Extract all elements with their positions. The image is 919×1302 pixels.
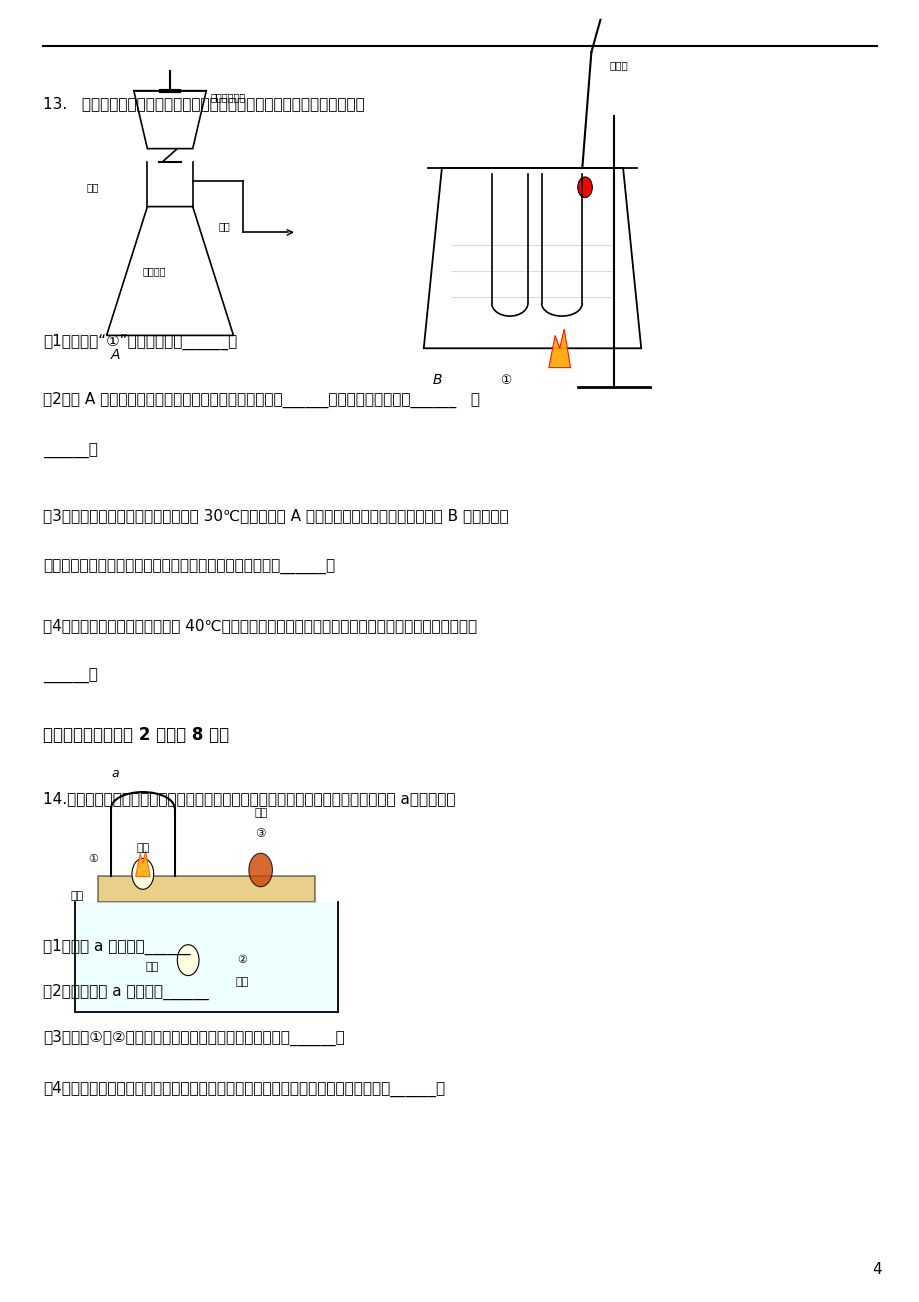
Text: 三、实验探究题（共 2 题；共 8 分）: 三、实验探究题（共 2 题；共 8 分） xyxy=(43,725,229,743)
Text: ①: ① xyxy=(499,374,510,387)
Text: （3）当烧杯内的水受热，温度计显示 30℃时，打开图 A 中分液漏斗的玻璃塞和活塞，在图 B 中盛有水的: （3）当烧杯内的水受热，温度计显示 30℃时，打开图 A 中分液漏斗的玻璃塞和活… xyxy=(43,508,508,523)
Polygon shape xyxy=(97,876,314,902)
Bar xyxy=(74,902,337,1012)
Circle shape xyxy=(131,858,153,889)
Text: a: a xyxy=(112,767,119,780)
Polygon shape xyxy=(549,329,570,367)
Circle shape xyxy=(249,853,272,887)
Text: ②: ② xyxy=(237,956,247,965)
Text: ______。: ______。 xyxy=(43,444,98,458)
Text: 13.   某学校化学学习小组同学设计出下图所示装置，并进行白磷燃烧实验。: 13. 某学校化学学习小组同学设计出下图所示装置，并进行白磷燃烧实验。 xyxy=(43,96,365,111)
Text: 白磷: 白磷 xyxy=(136,844,149,853)
Text: 温度计: 温度计 xyxy=(609,60,628,70)
Text: 4: 4 xyxy=(871,1262,880,1277)
Text: 铜片: 铜片 xyxy=(71,891,84,901)
Text: ③: ③ xyxy=(255,827,266,840)
Text: ①: ① xyxy=(88,854,98,863)
Text: 白磷: 白磷 xyxy=(235,976,249,987)
Text: （2）罩上仪器 a 的作用是______: （2）罩上仪器 a 的作用是______ xyxy=(43,984,209,1000)
Text: B: B xyxy=(432,374,442,388)
Text: A: A xyxy=(111,348,120,362)
Text: 热水: 热水 xyxy=(145,962,158,971)
Text: ______。: ______。 xyxy=(43,669,98,685)
Circle shape xyxy=(577,177,592,198)
Text: （4）随着水温升高，温度计显示 40℃时，再次打开活塞，白磷在水里燃烧。白磷燃烧的化学方程式为: （4）随着水温升高，温度计显示 40℃时，再次打开活塞，白磷在水里燃烧。白磷燃烧… xyxy=(43,617,477,633)
Text: 二氧化锰: 二氧化锰 xyxy=(142,266,166,276)
Text: 试管中有气泡均匀逸出，白磷未燃烧。白磷未燃烧的原因是______。: 试管中有气泡均匀逸出，白磷未燃烧。白磷未燃烧的原因是______。 xyxy=(43,560,335,574)
Text: （3）对照①和②，能够获得可燃物燃烧需要的条件之一是______。: （3）对照①和②，能够获得可燃物燃烧需要的条件之一是______。 xyxy=(43,1030,345,1046)
Polygon shape xyxy=(135,850,150,876)
Circle shape xyxy=(177,945,199,975)
Text: 白磷: 白磷 xyxy=(219,221,230,230)
Text: 红磷: 红磷 xyxy=(254,809,267,819)
Text: （1）仪器 a 的名称是______: （1）仪器 a 的名称是______ xyxy=(43,939,190,956)
Text: （1）图中标“①”的仪器名称是______。: （1）图中标“①”的仪器名称是______。 xyxy=(43,333,237,350)
Text: （4）课后，小明查阅《化学实验手册》获知：切割白磷时，应在水下进行，其原因是______。: （4）课后，小明查阅《化学实验手册》获知：切割白磷时，应在水下进行，其原因是__… xyxy=(43,1081,445,1098)
Text: 过氧化氢溶液: 过氧化氢溶液 xyxy=(210,92,245,102)
Text: （2）图 A 可用于实验室制氧气，其反应的化学方程式为______，氧气的收集方法是______   或: （2）图 A 可用于实验室制氧气，其反应的化学方程式为______，氧气的收集方… xyxy=(43,392,480,408)
Text: 活塞: 活塞 xyxy=(86,182,99,193)
Text: 14.某老师在（燃烧的条件）教学中，改进了教材中的实验。如图所示，在铜片上仪器 a，请回答：: 14.某老师在（燃烧的条件）教学中，改进了教材中的实验。如图所示，在铜片上仪器 … xyxy=(43,792,455,807)
